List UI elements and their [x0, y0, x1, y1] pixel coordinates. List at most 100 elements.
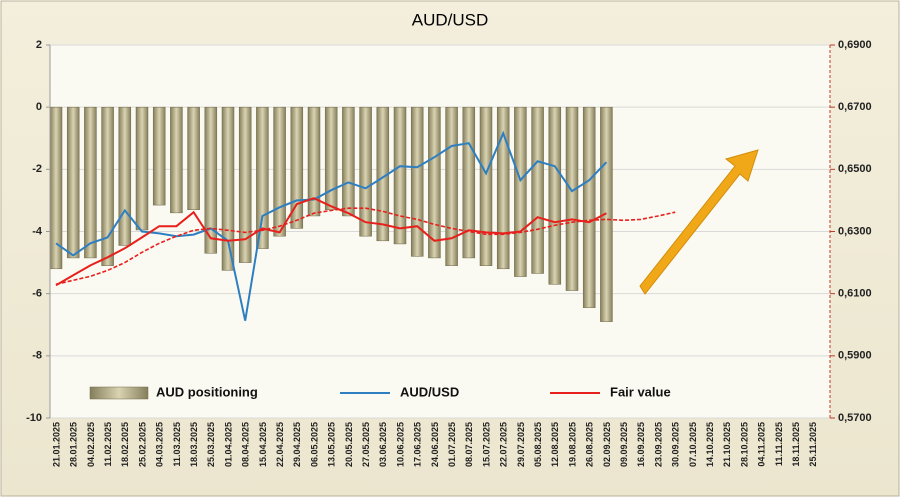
- y-tick-label: 0: [36, 101, 42, 113]
- x-tick-label: 09.09.2025: [619, 422, 629, 467]
- x-tick-label: 28.01.2025: [69, 422, 79, 467]
- x-tick-label: 12.08.2025: [550, 422, 560, 467]
- x-tick-label: 18.02.2025: [120, 422, 130, 467]
- y-tick-label: 2: [36, 39, 42, 51]
- x-tick-label: 15.07.2025: [481, 422, 491, 467]
- bar: [531, 106, 544, 274]
- y2-tick-label: 0,6300: [838, 225, 872, 237]
- x-tick-label: 06.05.2025: [309, 422, 319, 467]
- chart-title: AUD/USD: [412, 10, 489, 29]
- x-tick-label: 05.08.2025: [533, 422, 543, 467]
- bar: [410, 106, 424, 257]
- x-tick-label: 11.03.2025: [172, 422, 182, 467]
- x-tick-label: 25.11.2025: [808, 422, 818, 467]
- y2-tick-label: 0,6100: [838, 288, 872, 300]
- x-tick-label: 13.05.2025: [327, 422, 337, 467]
- x-tick-label: 25.02.2025: [137, 422, 147, 467]
- y-tick-label: -2: [32, 163, 42, 175]
- bar: [273, 106, 286, 237]
- bar: [187, 106, 200, 210]
- x-tick-label: 24.06.2025: [430, 422, 440, 467]
- x-tick-label: 29.04.2025: [292, 422, 302, 467]
- x-tick-label: 25.03.2025: [206, 422, 216, 467]
- x-tick-label: 14.10.2025: [705, 422, 715, 467]
- x-tick-label: 04.11.2025: [757, 422, 767, 467]
- x-tick-label: 27.05.2025: [361, 422, 371, 467]
- x-tick-label: 18.03.2025: [189, 422, 199, 467]
- bar: [66, 106, 80, 259]
- y2-tick-label: 0,5900: [838, 350, 872, 362]
- marks: [49, 44, 830, 419]
- legend-label: AUD positioning: [156, 384, 258, 399]
- bar: [101, 106, 114, 266]
- x-tick-label: 20.05.2025: [344, 422, 354, 467]
- y2-tick-label: 0,6700: [838, 101, 872, 113]
- x-tick-label: 01.07.2025: [447, 422, 457, 467]
- bar: [565, 106, 579, 291]
- x-tick-label: 03.06.2025: [378, 422, 388, 467]
- y2-tick-label: 0,6900: [838, 39, 872, 51]
- legend-label: AUD/USD: [400, 384, 459, 399]
- bar: [582, 106, 596, 308]
- bar: [479, 106, 493, 266]
- bar: [496, 106, 510, 270]
- line: [55, 130, 608, 321]
- x-tick-label: 23.09.2025: [653, 422, 663, 467]
- x-tick-label: 15.04.2025: [258, 422, 268, 467]
- bar: [445, 106, 458, 266]
- x-tick-label: 19.08.2025: [567, 422, 577, 467]
- y-tick-label: -6: [32, 288, 42, 300]
- x-tick-label: 17.06.2025: [413, 422, 423, 467]
- bar: [84, 106, 97, 259]
- x-tick-label: 08.04.2025: [241, 422, 251, 467]
- bar: [307, 106, 321, 217]
- bar: [342, 106, 355, 217]
- bar: [49, 106, 63, 270]
- x-tick-label: 30.09.2025: [671, 422, 681, 467]
- bar: [548, 106, 562, 285]
- bar: [170, 106, 183, 214]
- legend-swatch: [89, 386, 149, 400]
- bar: [118, 106, 132, 246]
- x-tick-label: 26.08.2025: [585, 422, 595, 467]
- y-tick-label: -8: [32, 350, 42, 362]
- x-tick-label: 29.07.2025: [516, 422, 526, 467]
- bar: [256, 106, 269, 249]
- bar: [393, 106, 407, 245]
- bar: [600, 106, 613, 322]
- x-tick-label: 11.02.2025: [103, 422, 113, 467]
- y2-tick-label: 0,5700: [838, 412, 872, 424]
- x-tick-label: 21.01.2025: [51, 422, 61, 467]
- bar: [324, 106, 338, 210]
- bar: [514, 106, 527, 277]
- line: [55, 197, 607, 287]
- legend-label: Fair value: [610, 384, 671, 399]
- bar: [290, 106, 304, 229]
- x-tick-label: 22.07.2025: [499, 422, 509, 467]
- x-tick-label: 11.11.2025: [774, 422, 784, 466]
- bar: [359, 106, 372, 237]
- x-tick-label: 02.09.2025: [602, 422, 612, 467]
- x-tick-label: 07.10.2025: [688, 422, 698, 467]
- bar: [204, 106, 218, 254]
- x-tick-label: 08.07.2025: [464, 422, 474, 467]
- y-tick-label: -4: [32, 225, 43, 237]
- x-tick-label: 10.06.2025: [395, 422, 405, 467]
- x-tick-label: 04.02.2025: [86, 422, 96, 467]
- trend-arrow: [639, 149, 759, 295]
- line: [55, 207, 676, 286]
- bar: [221, 106, 235, 271]
- y2-tick-label: 0,6500: [838, 163, 872, 175]
- x-tick-label: 28.10.2025: [739, 422, 749, 467]
- bar: [428, 106, 441, 259]
- bar: [152, 106, 166, 206]
- x-tick-label: 01.04.2025: [223, 422, 233, 467]
- x-tick-label: 18.11.2025: [791, 422, 801, 467]
- x-tick-label: 16.09.2025: [636, 422, 646, 467]
- x-tick-label: 22.04.2025: [275, 422, 285, 467]
- x-tick-label: 04.03.2025: [155, 422, 165, 467]
- bar: [238, 106, 252, 263]
- x-tick-label: 21.10.2025: [722, 422, 732, 467]
- bar: [462, 106, 476, 259]
